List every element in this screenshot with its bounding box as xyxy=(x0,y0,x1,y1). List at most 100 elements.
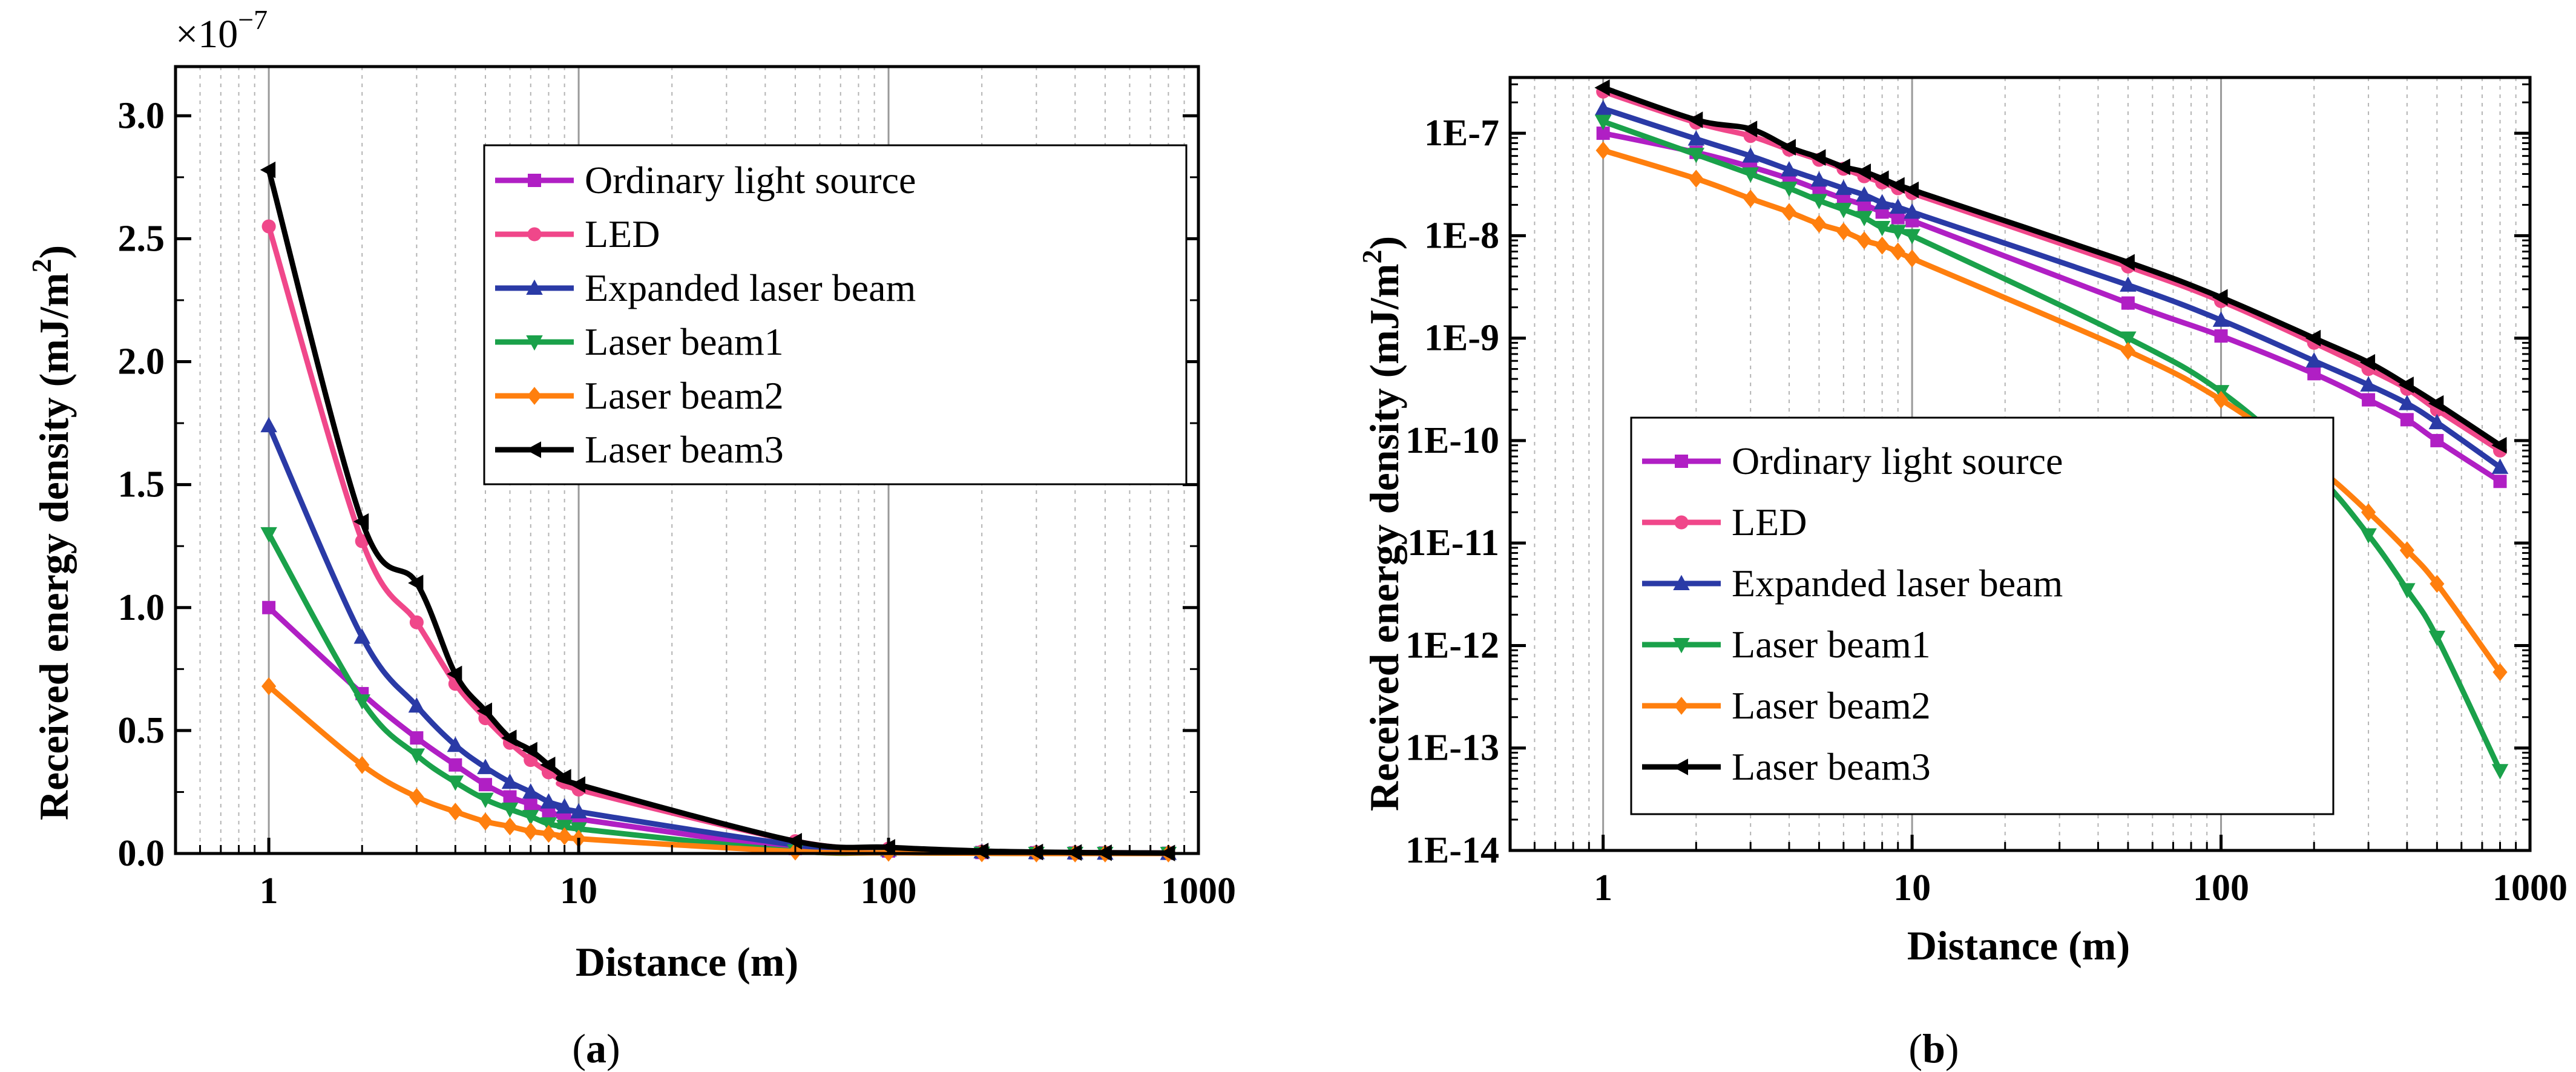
a-point-led xyxy=(261,219,276,234)
b-point-ordinary-light-source xyxy=(2307,367,2321,381)
a-legend-label-laser-beam1: Laser beam1 xyxy=(585,320,784,363)
b-point-laser-beam2 xyxy=(2120,341,2135,360)
b-point-ordinary-light-source xyxy=(1836,192,1850,206)
b-point-laser-beam3 xyxy=(2398,377,2414,393)
a-legend-item-laser-beam2: Laser beam2 xyxy=(495,374,784,417)
a-legend-item-ordinary-light-source: Ordinary light source xyxy=(495,159,916,202)
b-point-laser-beam1 xyxy=(2360,528,2377,544)
a-point-expanded-laser-beam xyxy=(447,736,464,752)
b-point-expanded-laser-beam xyxy=(1810,171,1828,187)
a-point-laser-beam2 xyxy=(557,827,572,846)
b-legend-marker-laser-beam1 xyxy=(1673,638,1690,654)
a-point-expanded-laser-beam xyxy=(540,793,557,809)
b-point-laser-beam3 xyxy=(1835,158,1850,176)
b-point-laser-beam3 xyxy=(1741,120,1758,137)
a-point-laser-beam2 xyxy=(355,755,370,774)
b-point-expanded-laser-beam xyxy=(2212,311,2230,327)
panel-b-x-axis-label: Distance (m) xyxy=(1907,922,2130,968)
a-legend-item-laser-beam3: Laser beam3 xyxy=(495,428,784,471)
b-point-laser-beam2 xyxy=(1836,222,1851,241)
b-point-laser-beam3 xyxy=(1780,139,1796,156)
b-point-laser-beam2 xyxy=(1890,242,1905,261)
b-y-tick-label: 1E-9 xyxy=(1424,318,1499,359)
a-legend-marker-laser-beam1 xyxy=(526,335,543,351)
b-point-laser-beam1 xyxy=(1594,114,1612,131)
b-point-laser-beam3 xyxy=(1889,177,1905,194)
b-x-tick-label: 10 xyxy=(1893,867,1931,909)
b-y-tick-label: 1E-14 xyxy=(1405,830,1499,871)
b-point-laser-beam2 xyxy=(1905,249,1920,268)
b-point-laser-beam1 xyxy=(1781,182,1798,197)
a-point-expanded-laser-beam xyxy=(501,773,519,789)
a-point-led xyxy=(409,615,424,630)
b-point-laser-beam3 xyxy=(1855,163,1871,180)
a-x-tick-label: 10 xyxy=(560,870,597,912)
b-point-laser-beam1 xyxy=(2491,764,2509,780)
b-series-laser-beam1 xyxy=(1594,114,2509,780)
b-y-tick-label: 1E-7 xyxy=(1424,113,1499,154)
b-point-ordinary-light-source xyxy=(2362,393,2376,407)
a-x-tick-label: 1000 xyxy=(1161,870,1236,912)
b-legend-marker-ordinary-light-source xyxy=(1675,455,1688,468)
a-point-ordinary-light-source xyxy=(262,600,276,614)
a-point-laser-beam3 xyxy=(540,757,556,774)
a-y-tick-label: 2.5 xyxy=(118,218,165,259)
a-point-laser-beam3 xyxy=(408,574,424,591)
a-point-laser-beam3 xyxy=(447,665,462,683)
a-point-laser-beam2 xyxy=(478,812,493,831)
panel-b: 1 10 100 1000 1E-14 1E-13 1E-12 1E-11 1E-10 1E-9 1… xyxy=(1356,76,2568,1071)
a-point-laser-beam3 xyxy=(973,843,989,860)
panel-a-legend: Ordinary light source LED Expanded laser b… xyxy=(483,144,1188,485)
b-legend-marker-laser-beam3 xyxy=(1672,758,1688,775)
a-point-laser-beam2 xyxy=(409,788,424,806)
a-legend-box xyxy=(483,144,1188,485)
a-series-laser-beam1 xyxy=(260,527,1177,863)
a-point-laser-beam2 xyxy=(523,822,538,841)
b-legend-label-expanded-laser-beam: Expanded laser beam xyxy=(1732,562,2063,605)
a-point-ordinary-light-source xyxy=(448,758,462,772)
b-point-expanded-laser-beam xyxy=(1687,130,1705,146)
b-legend-item-ordinary-light-source: Ordinary light source xyxy=(1642,439,2063,482)
a-point-expanded-laser-beam xyxy=(260,416,277,433)
b-point-laser-beam1 xyxy=(1904,229,1920,245)
b-legend-item-led: LED xyxy=(1642,501,1807,544)
a-point-laser-beam1 xyxy=(353,694,370,710)
b-point-laser-beam2 xyxy=(1781,203,1797,222)
a-point-laser-beam3 xyxy=(260,161,276,179)
b-legend-label-laser-beam1: Laser beam1 xyxy=(1732,623,1931,666)
b-point-expanded-laser-beam xyxy=(1594,100,1612,116)
a-point-laser-beam2 xyxy=(448,803,463,821)
a-point-expanded-laser-beam xyxy=(522,783,539,799)
b-point-laser-beam2 xyxy=(1595,141,1611,160)
panel-b-y-axis-label: Received energy density (mJ/m2) xyxy=(1356,236,1407,811)
b-point-laser-beam2 xyxy=(1874,236,1890,255)
b-point-expanded-laser-beam xyxy=(1742,147,1759,163)
b-line-laser-beam3 xyxy=(1602,85,2502,448)
b-point-laser-beam3 xyxy=(2119,254,2135,271)
a-point-laser-beam2 xyxy=(541,824,556,843)
panel-b-series xyxy=(1594,79,2509,780)
a-y-tick-label: 1.5 xyxy=(118,464,165,505)
b-point-ordinary-light-source xyxy=(2214,329,2228,343)
b-x-tick-label: 1000 xyxy=(2492,867,2568,909)
b-point-laser-beam2 xyxy=(2213,390,2229,409)
panel-a-caption: (a) xyxy=(572,1025,620,1071)
b-point-expanded-laser-beam xyxy=(1889,198,1907,214)
a-legend-label-ordinary-light-source: Ordinary light source xyxy=(585,159,916,202)
a-point-ordinary-light-source xyxy=(410,731,424,745)
a-point-laser-beam3 xyxy=(556,769,571,786)
a-point-laser-beam3 xyxy=(476,702,492,720)
b-point-laser-beam2 xyxy=(1856,231,1872,249)
a-legend-item-expanded-laser-beam: Expanded laser beam xyxy=(495,266,916,309)
a-legend-marker-laser-beam2 xyxy=(527,387,542,405)
b-legend-item-expanded-laser-beam: Expanded laser beam xyxy=(1642,562,2063,605)
a-point-laser-beam3 xyxy=(353,513,369,530)
b-series-laser-beam2 xyxy=(1595,141,2508,682)
b-point-expanded-laser-beam xyxy=(2399,395,2416,410)
b-point-expanded-laser-beam xyxy=(1856,186,1873,202)
b-legend-label-laser-beam3: Laser beam3 xyxy=(1732,745,1931,788)
a-point-laser-beam1 xyxy=(260,527,277,543)
a-point-ordinary-light-source xyxy=(524,797,537,811)
panel-a-tick-labels: 1 10 100 1000 0.0 0.5 1.0 1.5 2.0 2.5 3.0 xyxy=(118,95,1237,912)
